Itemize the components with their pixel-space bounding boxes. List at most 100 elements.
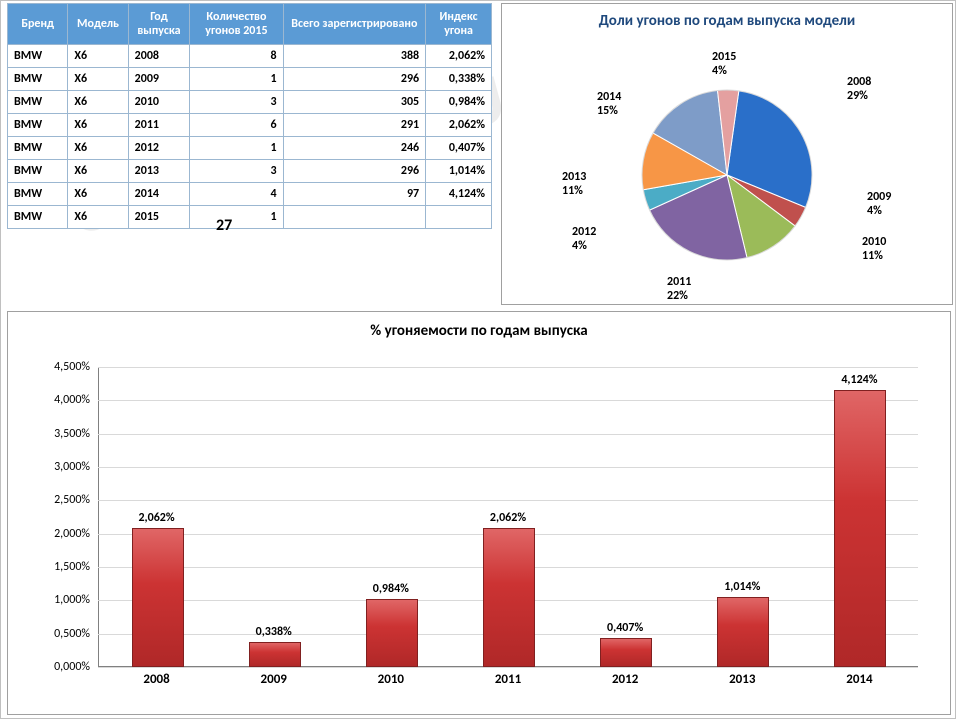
table-cell: 1 — [190, 206, 283, 229]
bar-value-label: 4,124% — [819, 373, 899, 387]
table-cell: 4,124% — [426, 183, 492, 206]
table-cell: BMW — [8, 160, 68, 183]
table-cell: 291 — [283, 114, 426, 137]
table-cell: 246 — [283, 137, 426, 160]
table-cell: 2009 — [128, 68, 190, 91]
table-cell — [283, 206, 426, 229]
pie-chart-panel: Доли угонов по годам выпуска модели 2008… — [501, 3, 953, 305]
table-row: BMWX6201212460,407% — [8, 137, 492, 160]
pie-slice-label: 2013 — [562, 170, 586, 184]
pie-slice-pct: 11% — [862, 249, 883, 263]
pie-slice-pct: 4% — [867, 204, 882, 218]
table-cell: BMW — [8, 68, 68, 91]
pie-slice-pct: 22% — [667, 289, 688, 303]
table-cell: 2,062% — [426, 45, 492, 68]
table-cell: 1 — [190, 137, 283, 160]
table-cell: BMW — [8, 45, 68, 68]
x-tick-label: 2009 — [234, 672, 314, 687]
table-row: BMWX6201332961,014% — [8, 160, 492, 183]
table-cell: X6 — [68, 114, 128, 137]
pie-slice-pct: 15% — [597, 104, 618, 118]
table-cell: X6 — [68, 183, 128, 206]
x-tick-label: 2010 — [351, 672, 431, 687]
table-header-cell: Бренд — [8, 4, 68, 45]
table-cell: 2010 — [128, 91, 190, 114]
bar-value-label: 0,338% — [234, 625, 314, 639]
pie-slice-label: 2012 — [572, 225, 596, 239]
table-row: BMWX620151 — [8, 206, 492, 229]
pie-chart-svg: 200829%20094%201011%201122%20124%201311%… — [502, 30, 952, 310]
table-cell: 8 — [190, 45, 283, 68]
pie-slice-label: 2009 — [867, 190, 891, 204]
table-header-cell: Количество угонов 2015 — [190, 4, 283, 45]
table-cell: BMW — [8, 137, 68, 160]
x-tick-label: 2014 — [819, 672, 899, 687]
pie-slice-pct: 4% — [572, 239, 587, 253]
table-cell: 6 — [190, 114, 283, 137]
table-cell: 2011 — [128, 114, 190, 137]
table-cell: 296 — [283, 68, 426, 91]
x-tick-label: 2013 — [702, 672, 782, 687]
grid-line — [98, 400, 918, 401]
data-table-wrap: БрендМодельГод выпускаКоличество угонов … — [7, 3, 492, 229]
y-tick-label: 4,500% — [28, 360, 90, 374]
bar-value-label: 1,014% — [702, 580, 782, 594]
pie-slice-label: 2010 — [862, 235, 886, 249]
table-cell — [426, 206, 492, 229]
table-cell: 296 — [283, 160, 426, 183]
table-cell: X6 — [68, 68, 128, 91]
y-axis — [98, 367, 99, 667]
table-header-cell: Модель — [68, 4, 128, 45]
table-cell: 97 — [283, 183, 426, 206]
table-row: BMWX620144974,124% — [8, 183, 492, 206]
table-header-cell: Всего зарегистрировано — [283, 4, 426, 45]
pie-slice-label: 2014 — [597, 90, 621, 104]
bar-value-label: 2,062% — [117, 511, 197, 525]
bar — [483, 528, 535, 667]
bar — [834, 390, 886, 667]
table-cell: 2014 — [128, 183, 190, 206]
table-header-cell: Индекс угона — [426, 4, 492, 45]
pie-slice-label: 2008 — [847, 75, 871, 89]
y-tick-label: 0,500% — [28, 627, 90, 641]
bar — [717, 597, 769, 667]
bar-value-label: 0,984% — [351, 582, 431, 596]
table-cell: 305 — [283, 91, 426, 114]
dashboard-container: UGON-STOP.RU UGON-STOP.RU БрендМодельГод… — [0, 0, 956, 719]
table-cell: 3 — [190, 160, 283, 183]
table-cell: 0,338% — [426, 68, 492, 91]
table-cell: BMW — [8, 183, 68, 206]
bar — [366, 599, 418, 667]
table-cell: 1 — [190, 68, 283, 91]
bar-value-label: 2,062% — [468, 511, 548, 525]
table-cell: 0,407% — [426, 137, 492, 160]
table-cell: 2,062% — [426, 114, 492, 137]
table-cell: 2015 — [128, 206, 190, 229]
table-row: BMWX6201033050,984% — [8, 91, 492, 114]
bar-chart-title: % угоняемости по годам выпуска — [8, 312, 950, 340]
bar — [600, 638, 652, 667]
x-tick-label: 2011 — [468, 672, 548, 687]
grid-line — [98, 434, 918, 435]
table-cell: 0,984% — [426, 91, 492, 114]
grid-line — [98, 467, 918, 468]
grid-line — [98, 367, 918, 368]
table-cell: X6 — [68, 91, 128, 114]
table-cell: 388 — [283, 45, 426, 68]
table-cell: BMW — [8, 206, 68, 229]
table-cell: 2008 — [128, 45, 190, 68]
table-cell: BMW — [8, 114, 68, 137]
table-row: BMWX6201162912,062% — [8, 114, 492, 137]
y-tick-label: 3,000% — [28, 460, 90, 474]
table-cell: BMW — [8, 91, 68, 114]
table-cell: X6 — [68, 45, 128, 68]
x-tick-label: 2008 — [117, 672, 197, 687]
y-tick-label: 2,000% — [28, 527, 90, 541]
table-row: BMWX6200883882,062% — [8, 45, 492, 68]
y-tick-label: 3,500% — [28, 427, 90, 441]
pie-slice-label: 2015 — [712, 50, 736, 64]
grid-line — [98, 500, 918, 501]
table-cell: X6 — [68, 160, 128, 183]
table-row: BMWX6200912960,338% — [8, 68, 492, 91]
table-body: BMWX6200883882,062%BMWX6200912960,338%BM… — [8, 45, 492, 229]
